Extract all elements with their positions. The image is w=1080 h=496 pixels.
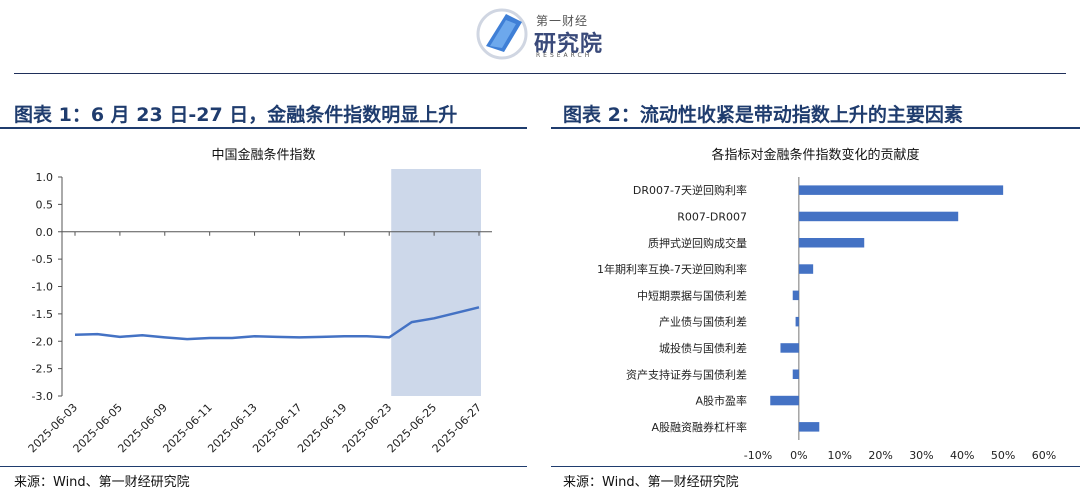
right-title-rule xyxy=(551,127,1080,129)
y-tick-label: -2.0 xyxy=(32,335,53,348)
logo: 第一财经 研究院 RESEARCH xyxy=(476,6,606,64)
y-tick-label: -2.5 xyxy=(32,363,53,376)
left-source-note: 来源：Wind、第一财经研究院 xyxy=(14,475,190,490)
category-label: R007-DR007 xyxy=(677,210,747,223)
category-label: DR007-7天逆回购利率 xyxy=(633,183,747,197)
right-source-note: 来源：Wind、第一财经研究院 xyxy=(563,475,739,490)
right-source-rule xyxy=(551,466,1080,467)
right-chart-title: 各指标对金融条件指数变化的贡献度 xyxy=(711,148,920,163)
x-tick-label: 0% xyxy=(790,449,807,462)
bar xyxy=(780,343,799,353)
bar xyxy=(792,290,799,301)
x-tick-label: 10% xyxy=(827,449,851,462)
x-tick-label: -10% xyxy=(744,449,772,462)
bar-chart: DR007-7天逆回购利率 R007-DR007 质押式逆回购成交量 1年期利率互换-… xyxy=(597,177,1056,462)
category-label: 中短期票据与国债利差 xyxy=(637,288,747,302)
x-tick-label: 60% xyxy=(1032,449,1056,462)
category-label: 资产支持证券与国债利差 xyxy=(626,367,747,381)
left-chart-title: 中国金融条件指数 xyxy=(211,148,316,163)
bar xyxy=(795,316,799,327)
highlight-band xyxy=(391,169,481,396)
left-title-rule xyxy=(0,127,527,129)
header-divider xyxy=(14,73,1066,74)
category-label: 质押式逆回购成交量 xyxy=(648,236,747,250)
y-tick-label: 0.5 xyxy=(36,198,54,211)
logo-emblem-icon xyxy=(476,8,528,60)
bar xyxy=(798,185,1004,195)
x-tick-label: 30% xyxy=(909,449,933,462)
line-chart: 1.00.50.0-0.5-1.0-1.5-2.0-2.5-3.02025-06… xyxy=(26,169,492,455)
left-source-rule xyxy=(0,466,527,467)
category-label: 产业债与国债利差 xyxy=(659,315,747,329)
bar xyxy=(798,264,814,274)
bar xyxy=(792,369,799,379)
left-panel-title: 图表 1：6 月 23 日-27 日，金融条件指数明显上升 xyxy=(14,104,458,126)
bar xyxy=(798,211,959,222)
bar xyxy=(770,395,799,406)
category-label: A股融资融券杠杆率 xyxy=(651,420,747,434)
logo-top-text: 第一财经 xyxy=(536,14,589,28)
bar xyxy=(798,238,865,248)
series-line xyxy=(74,306,480,341)
x-tick-label: 20% xyxy=(868,449,892,462)
logo-main-text: 研究院 xyxy=(534,32,604,57)
x-tick-label: 50% xyxy=(991,449,1015,462)
y-tick-label: -3.0 xyxy=(32,390,53,403)
category-label: 城投债与国债利差 xyxy=(659,341,747,355)
x-tick-label: 40% xyxy=(950,449,974,462)
category-label: A股市盈率 xyxy=(695,394,747,408)
logo-sub-text: RESEARCH xyxy=(536,52,593,59)
bar xyxy=(798,422,820,432)
y-tick-label: -1.0 xyxy=(32,281,53,294)
y-tick-label: -0.5 xyxy=(32,253,53,266)
y-tick-label: 0.0 xyxy=(36,226,54,239)
y-tick-label: -1.5 xyxy=(32,308,53,321)
category-label: 1年期利率互换-7天逆回购利率 xyxy=(597,262,747,276)
right-panel-title: 图表 2：流动性收紧是带动指数上升的主要因素 xyxy=(563,104,963,126)
y-tick-label: 1.0 xyxy=(36,171,54,184)
